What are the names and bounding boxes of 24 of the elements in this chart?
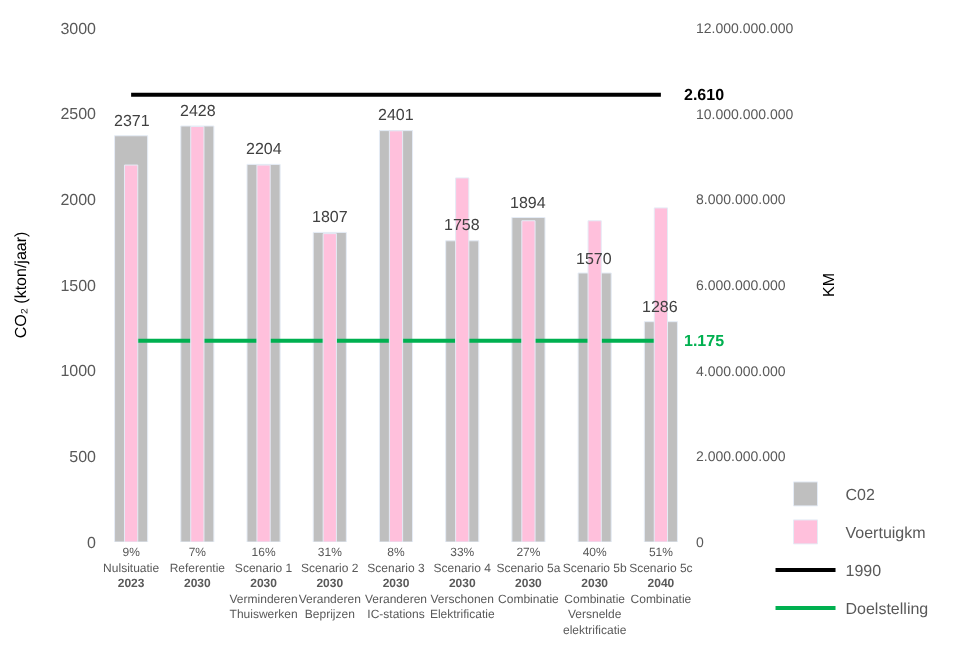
- data-label: 2204: [246, 140, 283, 158]
- data-label: 2.610: [684, 86, 726, 104]
- legend-label: Voertuigkm: [845, 524, 927, 543]
- y-tick-label: 2000: [60, 190, 98, 209]
- legend-label: Doelstelling: [845, 600, 929, 619]
- y-axis-title: CO₂ (kton/jaar): [11, 230, 30, 339]
- y-tick-label: 3000: [60, 19, 98, 38]
- y-tick-label: 500: [69, 447, 98, 466]
- data-label: 2428: [180, 102, 217, 120]
- y-tick-label: 2500: [60, 105, 98, 124]
- data-label: 1758: [444, 216, 481, 234]
- data-label: 1894: [510, 194, 547, 212]
- data-label: 2401: [378, 106, 415, 124]
- legend-label: C02: [845, 486, 876, 505]
- y-tick-label: 0: [87, 533, 98, 552]
- data-label: 1807: [312, 208, 349, 226]
- y-tick-label: 1500: [60, 276, 98, 295]
- y2-axis-title: KM: [819, 272, 838, 297]
- data-label: 1.175: [684, 332, 726, 350]
- legend-label: 1990: [845, 562, 883, 581]
- data-label: 1570: [576, 250, 613, 268]
- data-label: 1286: [642, 298, 679, 316]
- y-tick-label: 1000: [60, 362, 98, 381]
- data-label: 2371: [114, 112, 151, 130]
